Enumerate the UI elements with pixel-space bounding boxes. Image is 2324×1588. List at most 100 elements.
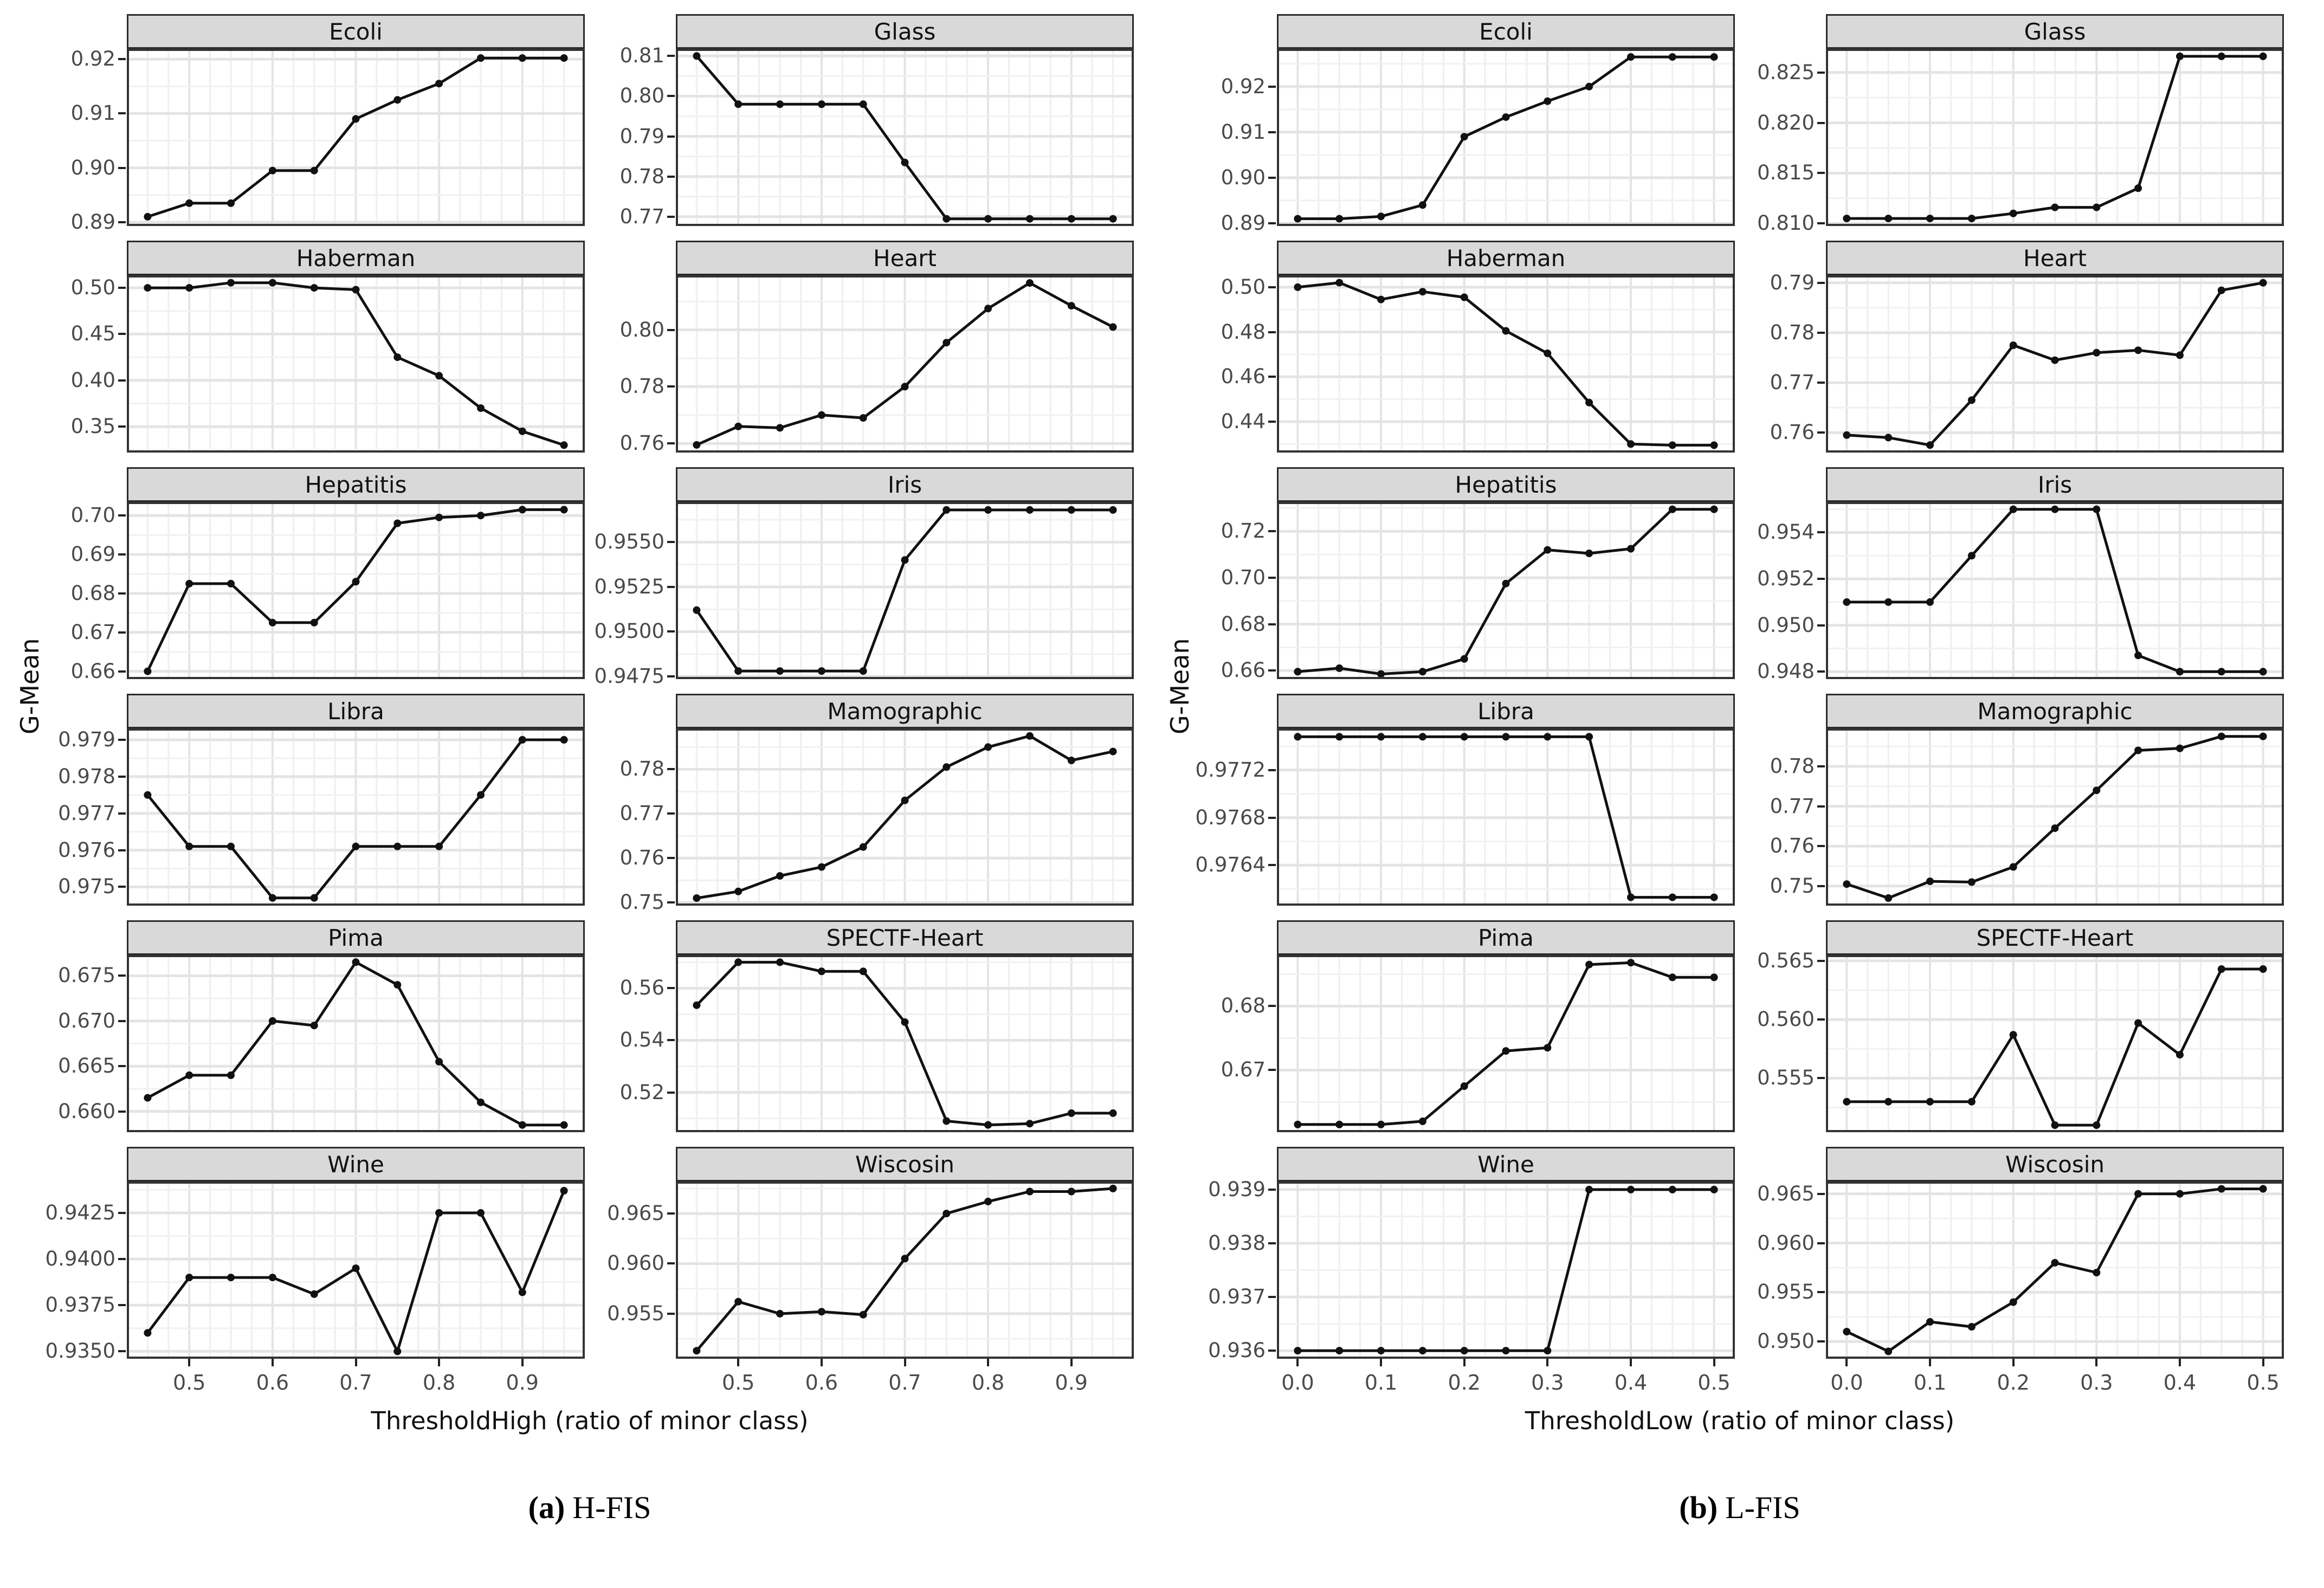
facet-title: Ecoli [127,14,585,49]
y-tick-mark [1268,864,1276,867]
facet-title: Mamographic [676,694,1134,728]
y-tick-mark [1268,1188,1276,1191]
y-tick-label: 0.9425 [45,1200,115,1224]
x-axis-ticks: 0.5 0.6 0.7 0.8 0.9 [676,1359,1134,1402]
facet-title: Mamographic [1826,694,2284,728]
facet-title: Hepatitis [127,467,585,502]
y-tick-label: 0.70 [70,503,115,527]
y-tick-label: 0.976 [58,838,115,862]
facet-title: SPECTF-Heart [1826,920,2284,955]
y-tick-mark [118,58,126,61]
x-tick-label: 0.5 [1697,1371,1731,1395]
y-tick-mark [1817,1242,1825,1244]
y-tick-mark [1268,331,1276,333]
y-tick-mark [118,849,126,851]
y-tick-label: 0.955 [607,1301,664,1325]
y-tick-label: 0.9772 [1195,758,1266,782]
facet-wiscosin: 0.955 0.960 0.965 Wiscosin 0.5 0.6 0.7 0.8 0.9 [595,1147,1134,1402]
y-tick-label: 0.89 [70,210,115,234]
y-tick-label: 0.80 [619,84,664,108]
y-axis-ticks: 0.9764 0.9768 0.9772 [1196,694,1277,906]
x-tick-label: 0.3 [1531,1371,1564,1395]
facet-mamographic: 0.75 0.76 0.77 0.78 Mamographic [595,694,1134,914]
y-tick-mark [1817,331,1825,334]
x-tick-label: 0.9 [506,1371,539,1395]
facet-haberman: 0.44 0.46 0.48 0.50 Haberman [1196,241,1735,453]
y-tick-mark [118,886,126,888]
y-tick-mark [1268,530,1276,533]
facet-title: SPECTF-Heart [676,920,1134,955]
x-tick-mark [271,1359,274,1366]
x-tick-mark [1070,1359,1073,1366]
y-tick-label: 0.977 [58,801,115,825]
y-tick-label: 0.675 [58,964,115,987]
y-tick-mark [1268,1296,1276,1299]
y-tick-label: 0.78 [619,757,664,781]
y-tick-label: 0.52 [619,1080,664,1104]
facet-grid: 0.89 0.90 0.91 0.92 Ecoli 0.810 0.815 0.820 0.82… [1196,14,2284,1402]
y-tick-label: 0.660 [58,1099,115,1123]
x-tick-label: 0.0 [1281,1371,1314,1395]
x-tick-mark [188,1359,191,1366]
y-axis-ticks: 0.948 0.950 0.952 0.954 [1745,467,1826,683]
y-tick-mark [1817,959,1825,962]
y-tick-label: 0.78 [619,375,664,398]
y-tick-mark [667,95,675,98]
y-tick-mark [1268,1350,1276,1352]
y-axis-title: G-Mean [15,638,44,735]
y-tick-label: 0.68 [1221,994,1266,1018]
y-axis-ticks: 0.76 0.78 0.80 [595,241,676,455]
y-tick-label: 0.950 [1757,1329,1815,1353]
y-tick-mark [1268,85,1276,88]
y-axis-ticks: 0.66 0.67 0.68 0.69 0.70 [46,467,127,683]
y-tick-label: 0.79 [1770,270,1815,294]
y-tick-mark [1817,885,1825,887]
facet-wine: 0.9350 0.9375 0.9400 0.9425 Wine 0.5 0.6 0.7 0.8… [46,1147,585,1402]
y-axis-ticks: 0.555 0.560 0.565 [1745,920,1826,1132]
y-tick-mark [667,1212,675,1215]
x-tick-label: 0.5 [2246,1371,2280,1395]
y-axis-ticks: 0.89 0.90 0.91 0.92 [1196,14,1277,235]
x-tick-mark [987,1359,990,1366]
x-tick-label: 0.0 [1830,1371,1863,1395]
y-tick-mark [667,630,675,633]
facet-heart: 0.76 0.78 0.80 Heart [595,241,1134,455]
caption-marker: (b) [1679,1490,1718,1525]
y-tick-mark [118,592,126,595]
y-tick-label: 0.66 [70,659,115,683]
y-tick-mark [1268,623,1276,625]
line-plot [1277,275,1735,453]
x-axis-ticks: 0.5 0.6 0.7 0.8 0.9 [127,1359,585,1402]
facet-title: Iris [1826,467,2284,502]
y-tick-mark [118,221,126,223]
y-tick-mark [667,675,675,678]
line-plot [127,1182,585,1359]
x-tick-label: 0.8 [971,1371,1005,1395]
y-tick-label: 0.810 [1757,211,1815,235]
y-tick-label: 0.950 [1757,613,1815,637]
y-tick-label: 0.9475 [594,664,664,688]
y-tick-mark [1268,420,1276,423]
y-tick-mark [1817,765,1825,767]
line-plot [676,955,1134,1132]
y-tick-label: 0.939 [1208,1177,1266,1201]
y-tick-mark [118,670,126,673]
caption-marker: (a) [528,1490,565,1525]
caption-label: L-FIS [1725,1490,1800,1525]
facet-title: Wine [1277,1147,1735,1182]
facet-pima: 0.67 0.68 Pima [1196,920,1735,1132]
facet-ecoli: 0.89 0.90 0.91 0.92 Ecoli [46,14,585,234]
y-tick-label: 0.955 [1757,1280,1815,1304]
y-tick-label: 0.555 [1757,1066,1815,1090]
x-tick-mark [1296,1359,1299,1366]
y-tick-label: 0.979 [58,728,115,752]
y-tick-label: 0.9525 [594,574,664,598]
y-axis-ticks: 0.75 0.76 0.77 0.78 [595,694,676,914]
y-tick-mark [1268,1069,1276,1071]
x-tick-mark [438,1359,441,1366]
y-tick-label: 0.78 [619,164,664,188]
facet-spectf-heart: 0.555 0.560 0.565 SPECTF-Heart [1745,920,2284,1132]
y-tick-mark [1817,71,1825,74]
y-tick-mark [118,812,126,815]
line-plot [676,49,1134,226]
